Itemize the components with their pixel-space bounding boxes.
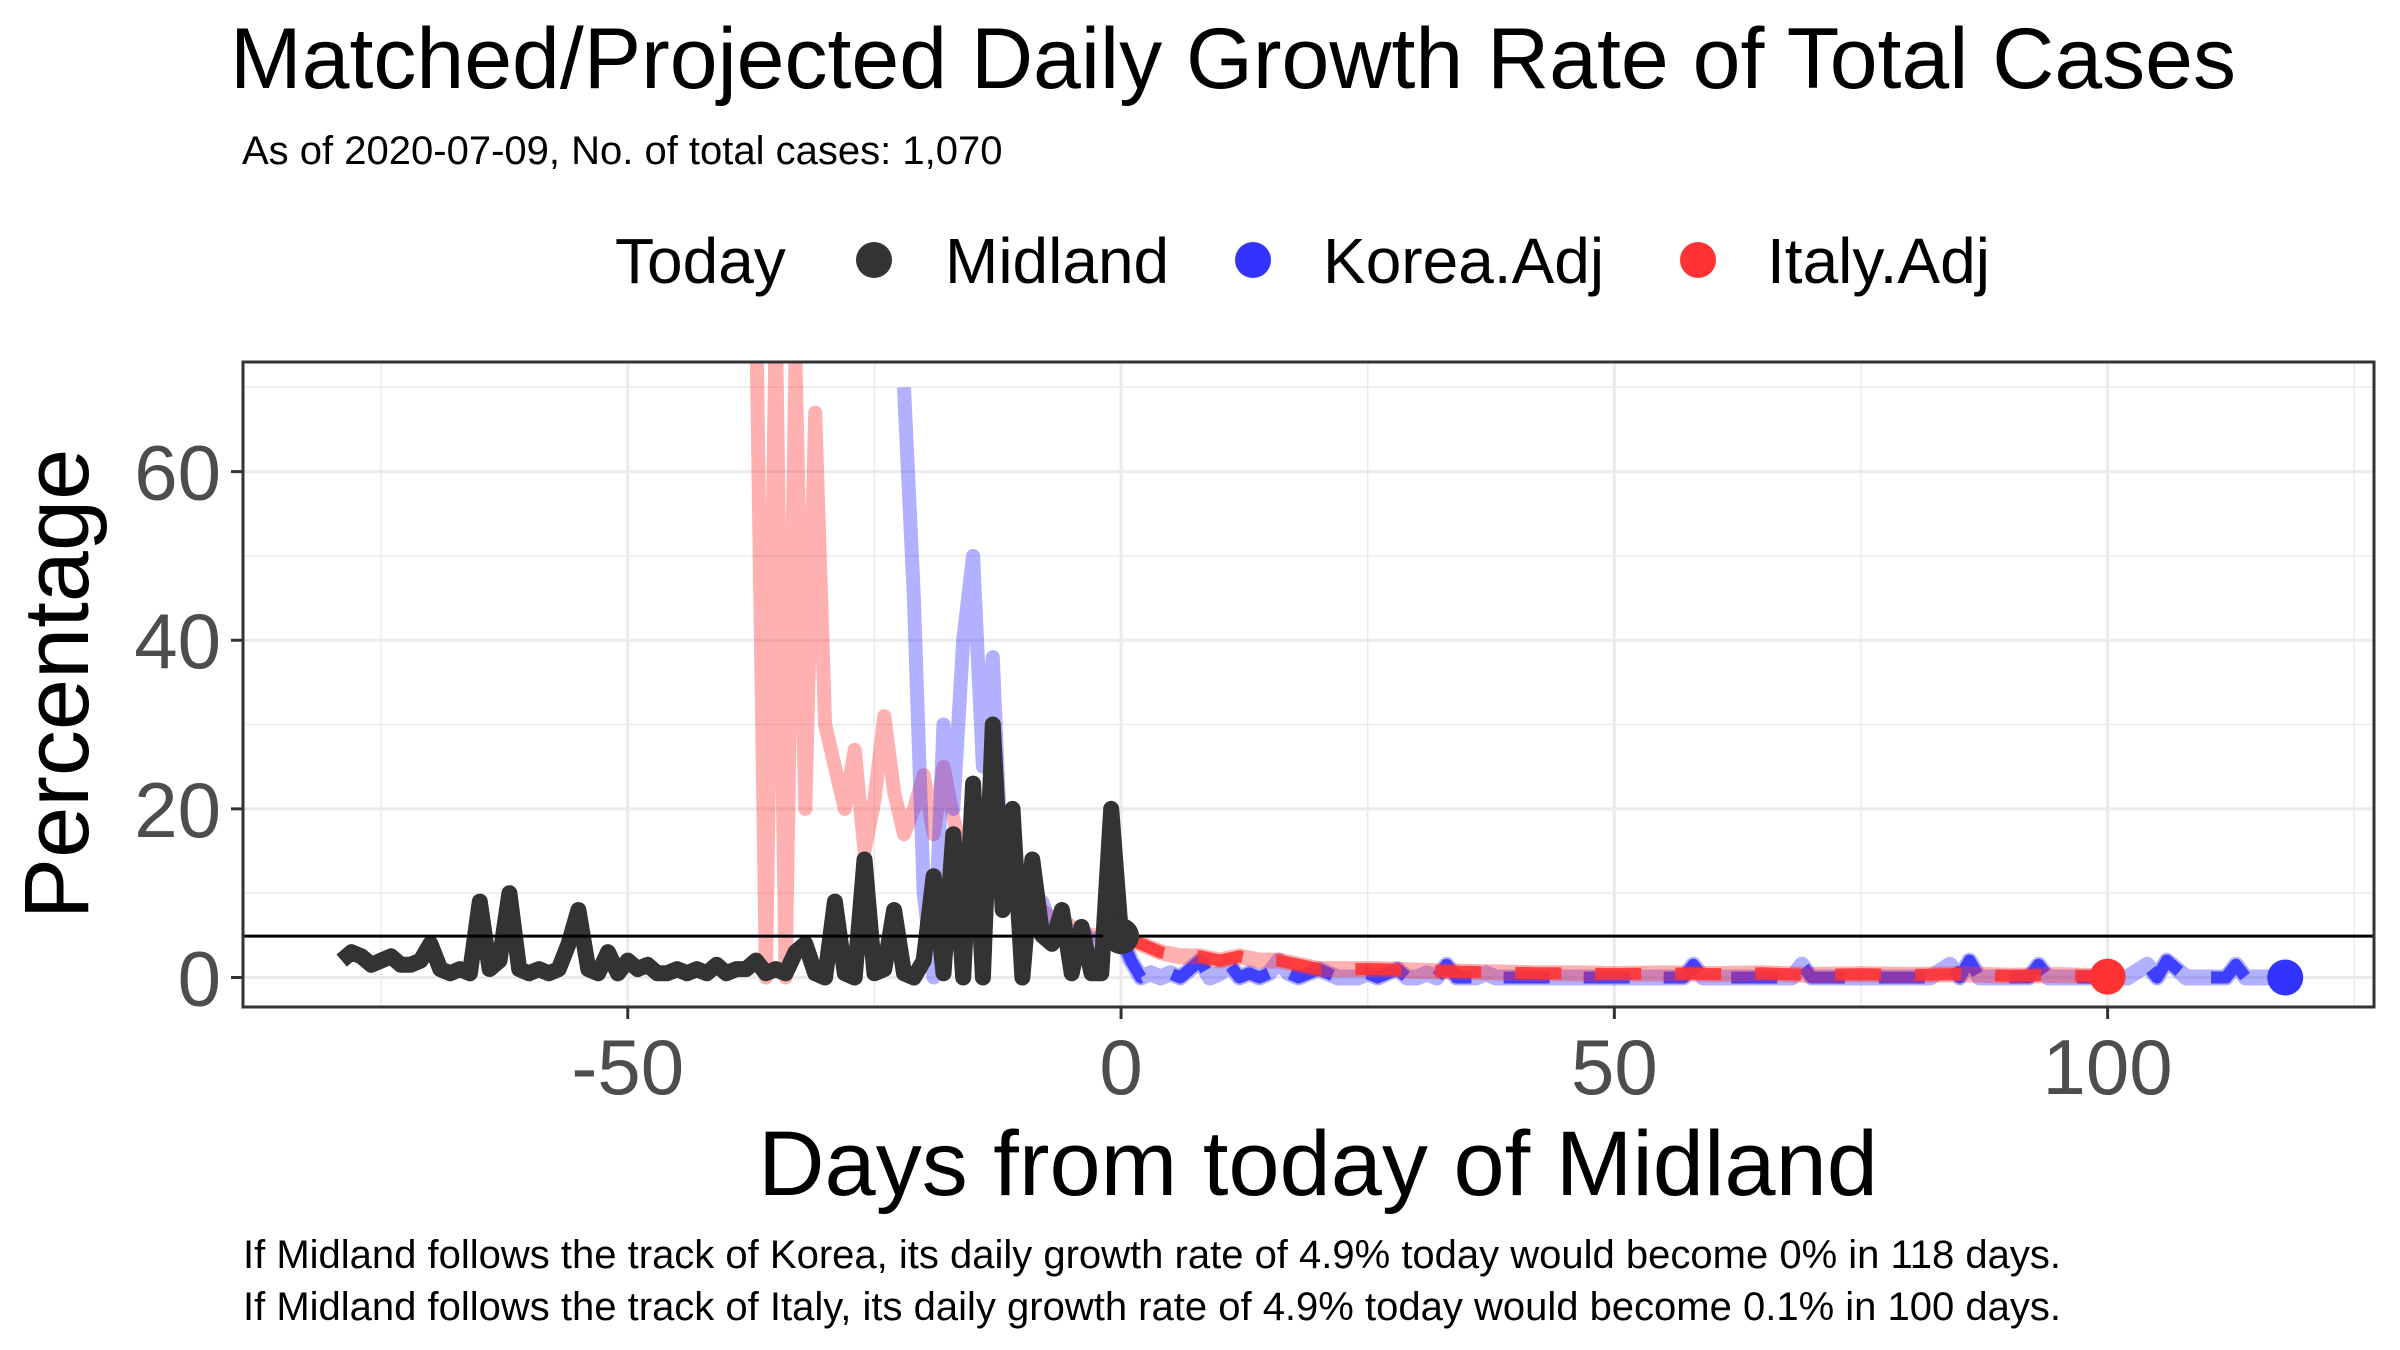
y-tick-label: 60 bbox=[134, 429, 221, 517]
chart-title: Matched/Projected Daily Growth Rate of T… bbox=[230, 11, 2236, 107]
series-layer bbox=[336, 362, 2286, 986]
korea-projected-line bbox=[1115, 933, 2286, 984]
legend: Today Midland Korea.Adj Italy.Adj bbox=[615, 225, 1990, 297]
legend-label-midland: Midland bbox=[945, 225, 1169, 297]
legend-key-midland bbox=[856, 242, 892, 278]
plot-border bbox=[241, 360, 2376, 1009]
y-tick-label: 40 bbox=[134, 597, 221, 685]
y-axis-title: Percentage bbox=[6, 449, 108, 920]
today-point bbox=[1103, 918, 1140, 955]
italy-projected-line bbox=[1118, 930, 2108, 983]
y-tick-label: 0 bbox=[178, 934, 221, 1022]
midland-line bbox=[336, 716, 1130, 986]
caption-italy: If Midland follows the track of Italy, i… bbox=[243, 1285, 2061, 1329]
plot-panel bbox=[243, 362, 2374, 1007]
x-tick-label: 0 bbox=[1099, 1023, 1142, 1111]
x-axis: -50 0 50 100 bbox=[571, 1007, 2173, 1111]
legend-key-italy bbox=[1680, 242, 1716, 278]
legend-label-korea: Korea.Adj bbox=[1323, 225, 1604, 297]
reference-layer bbox=[243, 918, 2374, 996]
legend-label-italy: Italy.Adj bbox=[1767, 225, 1990, 297]
x-axis-title: Days from today of Midland bbox=[758, 1113, 1878, 1215]
x-tick-label: 100 bbox=[2043, 1023, 2173, 1111]
chart-subtitle: As of 2020-07-09, No. of total cases: 1,… bbox=[242, 129, 1002, 173]
y-axis: 0 20 40 60 bbox=[134, 429, 243, 1022]
x-tick-label: 50 bbox=[1571, 1023, 1658, 1111]
y-tick-label: 20 bbox=[134, 766, 221, 854]
italy-end-point bbox=[2089, 958, 2126, 995]
legend-key-korea bbox=[1235, 242, 1271, 278]
x-tick-label: -50 bbox=[571, 1023, 684, 1111]
caption-korea: If Midland follows the track of Korea, i… bbox=[243, 1233, 2061, 1277]
korea-end-point bbox=[2267, 959, 2304, 996]
legend-title: Today bbox=[615, 225, 786, 297]
